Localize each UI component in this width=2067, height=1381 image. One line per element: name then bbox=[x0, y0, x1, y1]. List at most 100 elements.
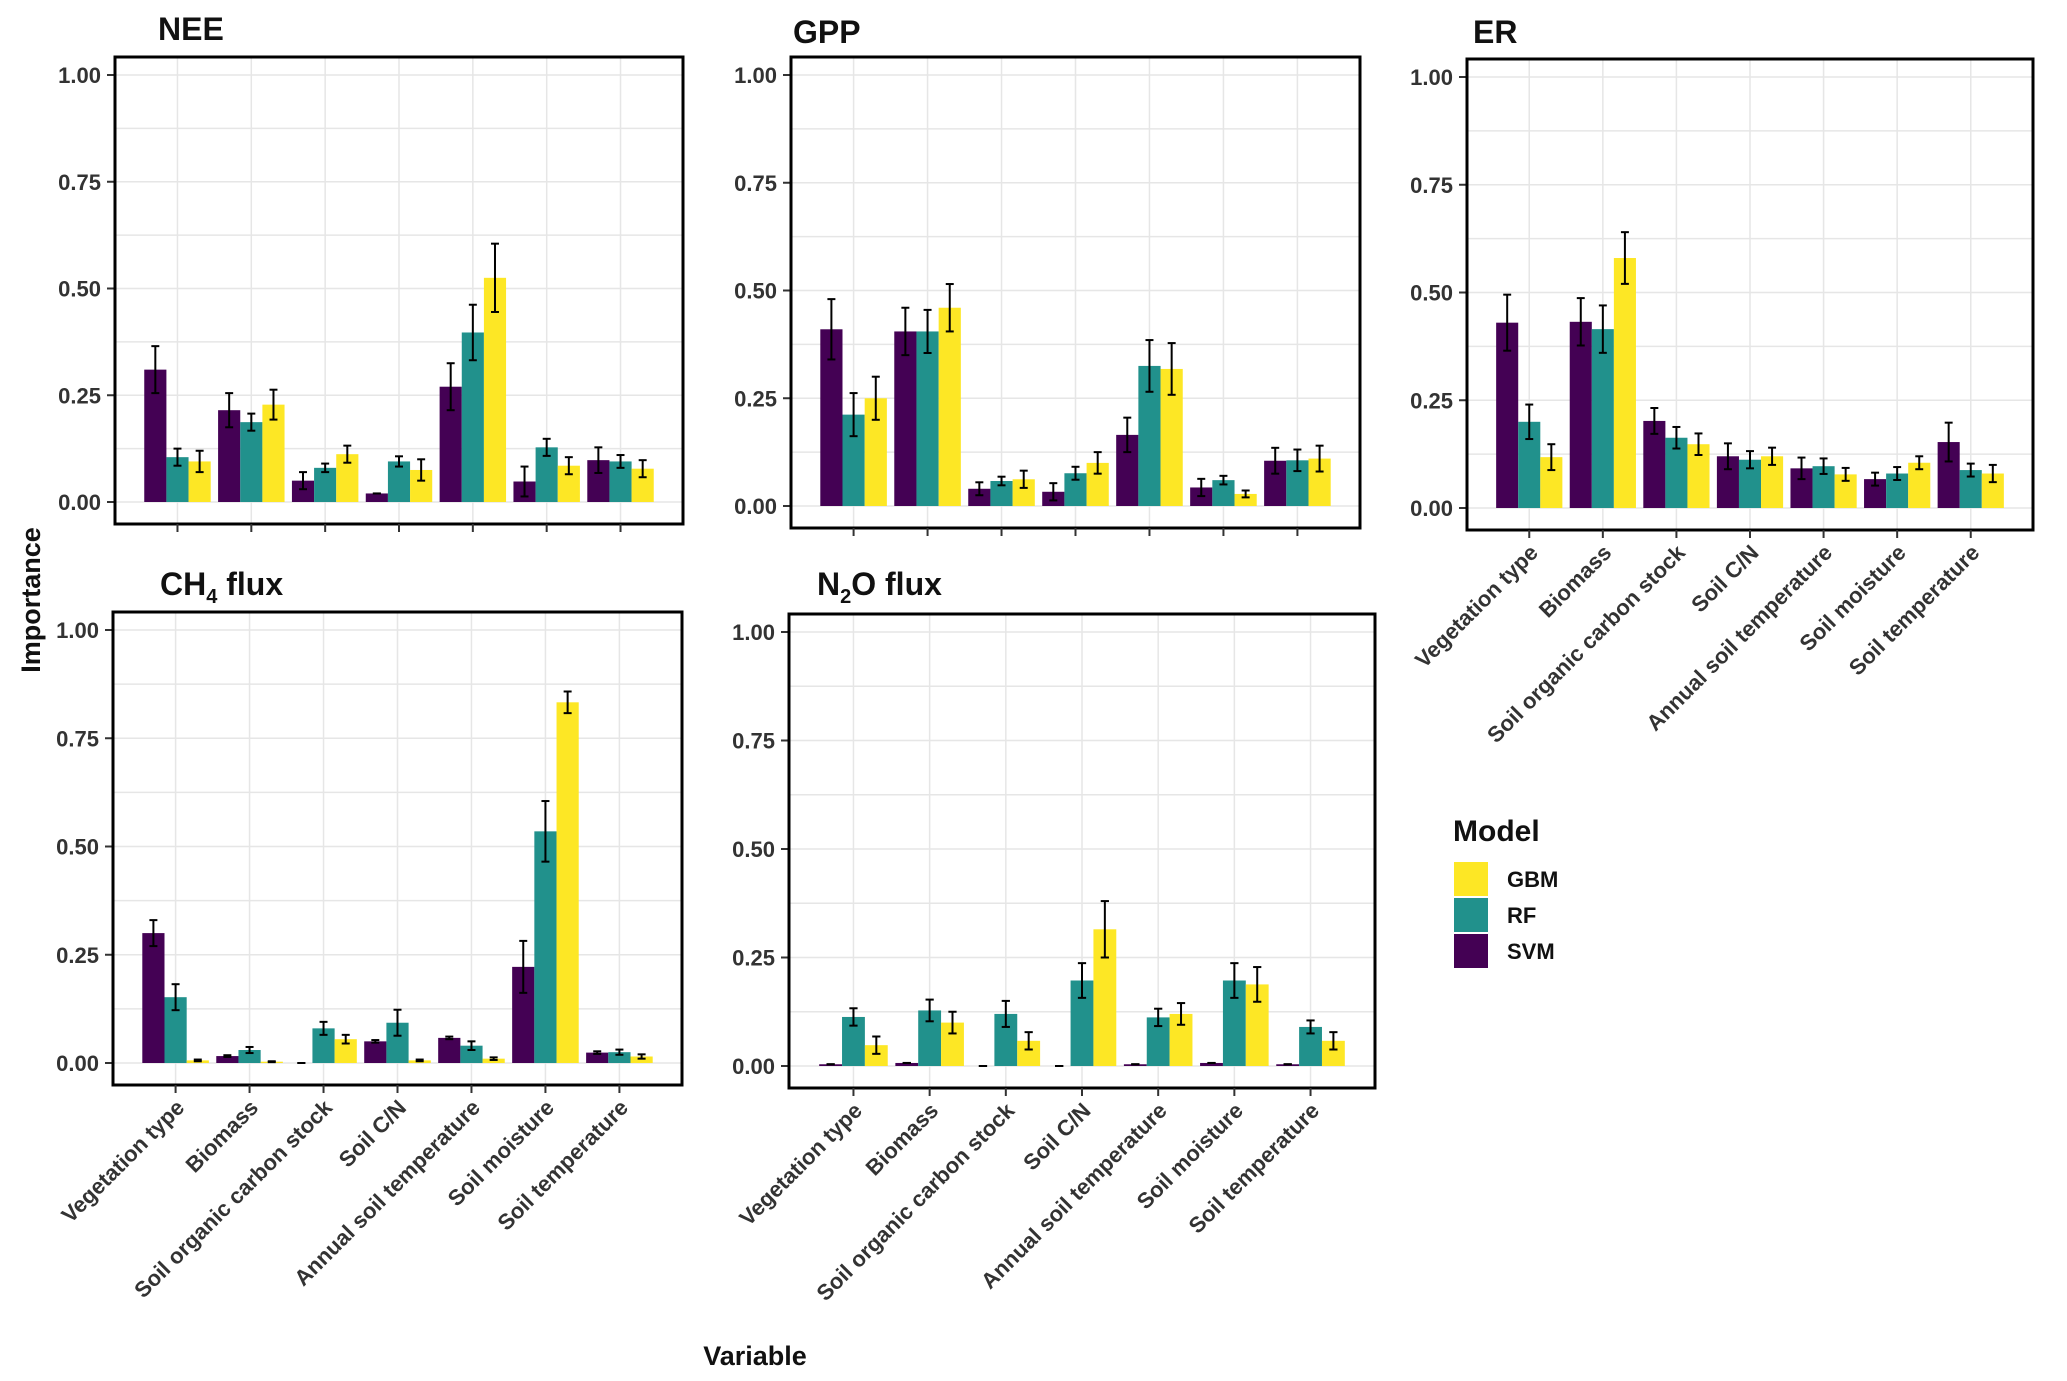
errorbar-n2o-gbm-5 bbox=[1253, 966, 1262, 1003]
panel-n2o: N2O flux 0.00 0.25 0.50 0.75 1.00 Vegetation t… bbox=[732, 566, 1377, 1306]
errorbar-er-gbm-5 bbox=[1915, 455, 1924, 471]
errorbar-ch4-svm-0 bbox=[149, 919, 158, 948]
errorbar-er-rf-2 bbox=[1672, 425, 1681, 450]
bar-nee-rf-6 bbox=[609, 461, 632, 502]
bar-er-gbm-1 bbox=[1613, 258, 1636, 508]
y-tick-label: 0.25 bbox=[732, 946, 775, 971]
errorbar-ch4-svm-6 bbox=[593, 1050, 602, 1055]
errorbar-nee-rf-3 bbox=[395, 455, 403, 468]
y-tick-label: 0.75 bbox=[58, 170, 101, 195]
bar-ch4-gbm-2 bbox=[334, 1039, 357, 1063]
bar-n2o-rf-6 bbox=[1299, 1026, 1322, 1066]
panel-title-gpp: GPP bbox=[793, 14, 861, 50]
bar-gpp-gbm-0 bbox=[864, 398, 887, 506]
errorbar-er-svm-4 bbox=[1797, 456, 1806, 481]
x-axis-title: Variable bbox=[703, 1341, 807, 1371]
bar-er-svm-2 bbox=[1643, 420, 1666, 508]
y-tick-label: 0.50 bbox=[58, 277, 101, 302]
bar-er-svm-4 bbox=[1790, 468, 1813, 508]
bar-n2o-rf-4 bbox=[1146, 1017, 1170, 1066]
errorbar-ch4-gbm-6 bbox=[637, 1053, 646, 1060]
y-tick-label: 0.75 bbox=[734, 171, 777, 196]
errorbar-ch4-gbm-4 bbox=[489, 1056, 498, 1061]
errorbar-ch4-rf-0 bbox=[171, 983, 180, 1012]
errorbar-nee-rf-4 bbox=[468, 303, 477, 362]
errorbar-nee-gbm-4 bbox=[491, 242, 499, 313]
errorbar-nee-gbm-6 bbox=[638, 459, 647, 479]
bar-er-gbm-3 bbox=[1761, 456, 1784, 508]
errorbar-gpp-svm-2 bbox=[975, 481, 984, 497]
errorbar-gpp-gbm-1 bbox=[945, 283, 954, 333]
errorbar-nee-gbm-1 bbox=[269, 388, 278, 421]
bar-er-svm-3 bbox=[1716, 456, 1739, 508]
errorbar-gpp-svm-6 bbox=[1271, 446, 1280, 475]
errorbar-ch4-rf-4 bbox=[467, 1040, 476, 1052]
bar-ch4-rf-4 bbox=[460, 1045, 483, 1063]
errorbar-gpp-svm-5 bbox=[1197, 477, 1206, 498]
y-tick-label: 0.50 bbox=[732, 837, 775, 862]
panel-gpp: GPP 0.00 0.25 0.50 0.75 1.00 bbox=[734, 14, 1362, 536]
bar-gpp-svm-1 bbox=[894, 331, 917, 506]
bar-er-rf-3 bbox=[1738, 459, 1762, 508]
x-tick-label-n2o-6: Soil temperature bbox=[1184, 1098, 1324, 1238]
panel-title-ch4: CH4 flux bbox=[160, 566, 283, 608]
bar-n2o-gbm-4 bbox=[1169, 1013, 1193, 1066]
y-tick-label: 0.00 bbox=[56, 1051, 99, 1076]
bar-ch4-rf-5 bbox=[534, 831, 557, 1063]
errorbar-gpp-gbm-6 bbox=[1315, 444, 1324, 473]
bar-er-rf-1 bbox=[1591, 329, 1614, 508]
errorbar-er-gbm-6 bbox=[1988, 463, 1997, 484]
bar-ch4-gbm-6 bbox=[630, 1056, 653, 1063]
x-tick-label-ch4-3: Soil C/N bbox=[334, 1095, 411, 1172]
errorbar-n2o-rf-5 bbox=[1230, 962, 1239, 999]
bar-nee-svm-2 bbox=[291, 480, 315, 502]
bar-nee-svm-0 bbox=[144, 369, 167, 502]
y-tick-label: 1.00 bbox=[56, 618, 99, 643]
errorbar-ch4-rf-2 bbox=[319, 1020, 328, 1036]
bar-gpp-rf-3 bbox=[1064, 473, 1087, 506]
bar-n2o-rf-5 bbox=[1222, 980, 1246, 1066]
bar-n2o-rf-1 bbox=[918, 1010, 942, 1066]
errorbar-n2o-rf-3 bbox=[1077, 962, 1087, 999]
bar-ch4-svm-1 bbox=[216, 1056, 239, 1063]
bar-gpp-svm-4 bbox=[1116, 434, 1139, 506]
errorbar-nee-rf-6 bbox=[616, 454, 625, 469]
errorbar-gpp-gbm-5 bbox=[1241, 489, 1250, 499]
errorbar-nee-svm-5 bbox=[520, 465, 529, 498]
bar-nee-gbm-1 bbox=[262, 404, 285, 502]
errorbar-ch4-gbm-5 bbox=[563, 690, 572, 715]
bar-gpp-svm-0 bbox=[820, 329, 843, 506]
legend-label-svm: SVM bbox=[1507, 939, 1555, 964]
bar-nee-rf-4 bbox=[461, 332, 484, 502]
errorbar-gpp-rf-4 bbox=[1145, 339, 1154, 393]
bar-ch4-rf-3 bbox=[386, 1022, 409, 1063]
y-tick-label: 0.75 bbox=[56, 726, 99, 751]
bar-gpp-rf-4 bbox=[1138, 365, 1161, 506]
legend-swatch-gbm bbox=[1454, 862, 1488, 896]
y-tick-label: 1.00 bbox=[1410, 65, 1453, 90]
errorbar-nee-gbm-5 bbox=[564, 456, 573, 476]
bar-ch4-svm-4 bbox=[438, 1037, 461, 1063]
bar-ch4-svm-6 bbox=[586, 1052, 609, 1063]
errorbar-nee-rf-2 bbox=[321, 462, 330, 474]
errorbar-gpp-gbm-0 bbox=[871, 375, 880, 421]
bar-gpp-rf-0 bbox=[842, 414, 865, 506]
bar-er-rf-6 bbox=[1959, 470, 1982, 508]
errorbar-nee-gbm-0 bbox=[195, 449, 204, 474]
errorbar-er-gbm-2 bbox=[1694, 432, 1703, 456]
errorbar-gpp-rf-5 bbox=[1219, 474, 1228, 486]
y-tick-label: 0.75 bbox=[732, 729, 775, 754]
bar-ch4-rf-6 bbox=[608, 1052, 631, 1063]
bar-ch4-rf-0 bbox=[164, 997, 187, 1063]
x-tick-label-er-0: Vegetation type bbox=[1410, 540, 1543, 673]
errorbar-gpp-rf-2 bbox=[997, 475, 1006, 487]
errorbar-ch4-gbm-3 bbox=[415, 1058, 424, 1063]
y-tick-label: 0.00 bbox=[58, 490, 101, 515]
panel-title-n2o: N2O flux bbox=[817, 566, 942, 608]
errorbar-ch4-rf-6 bbox=[615, 1048, 624, 1056]
errorbar-nee-svm-2 bbox=[299, 471, 307, 491]
bar-er-rf-0 bbox=[1518, 421, 1541, 508]
errorbar-n2o-gbm-4 bbox=[1176, 1002, 1186, 1026]
